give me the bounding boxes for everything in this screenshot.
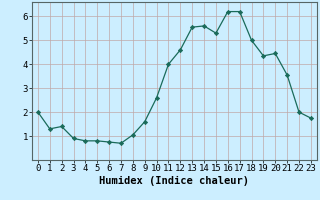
X-axis label: Humidex (Indice chaleur): Humidex (Indice chaleur) <box>100 176 249 186</box>
